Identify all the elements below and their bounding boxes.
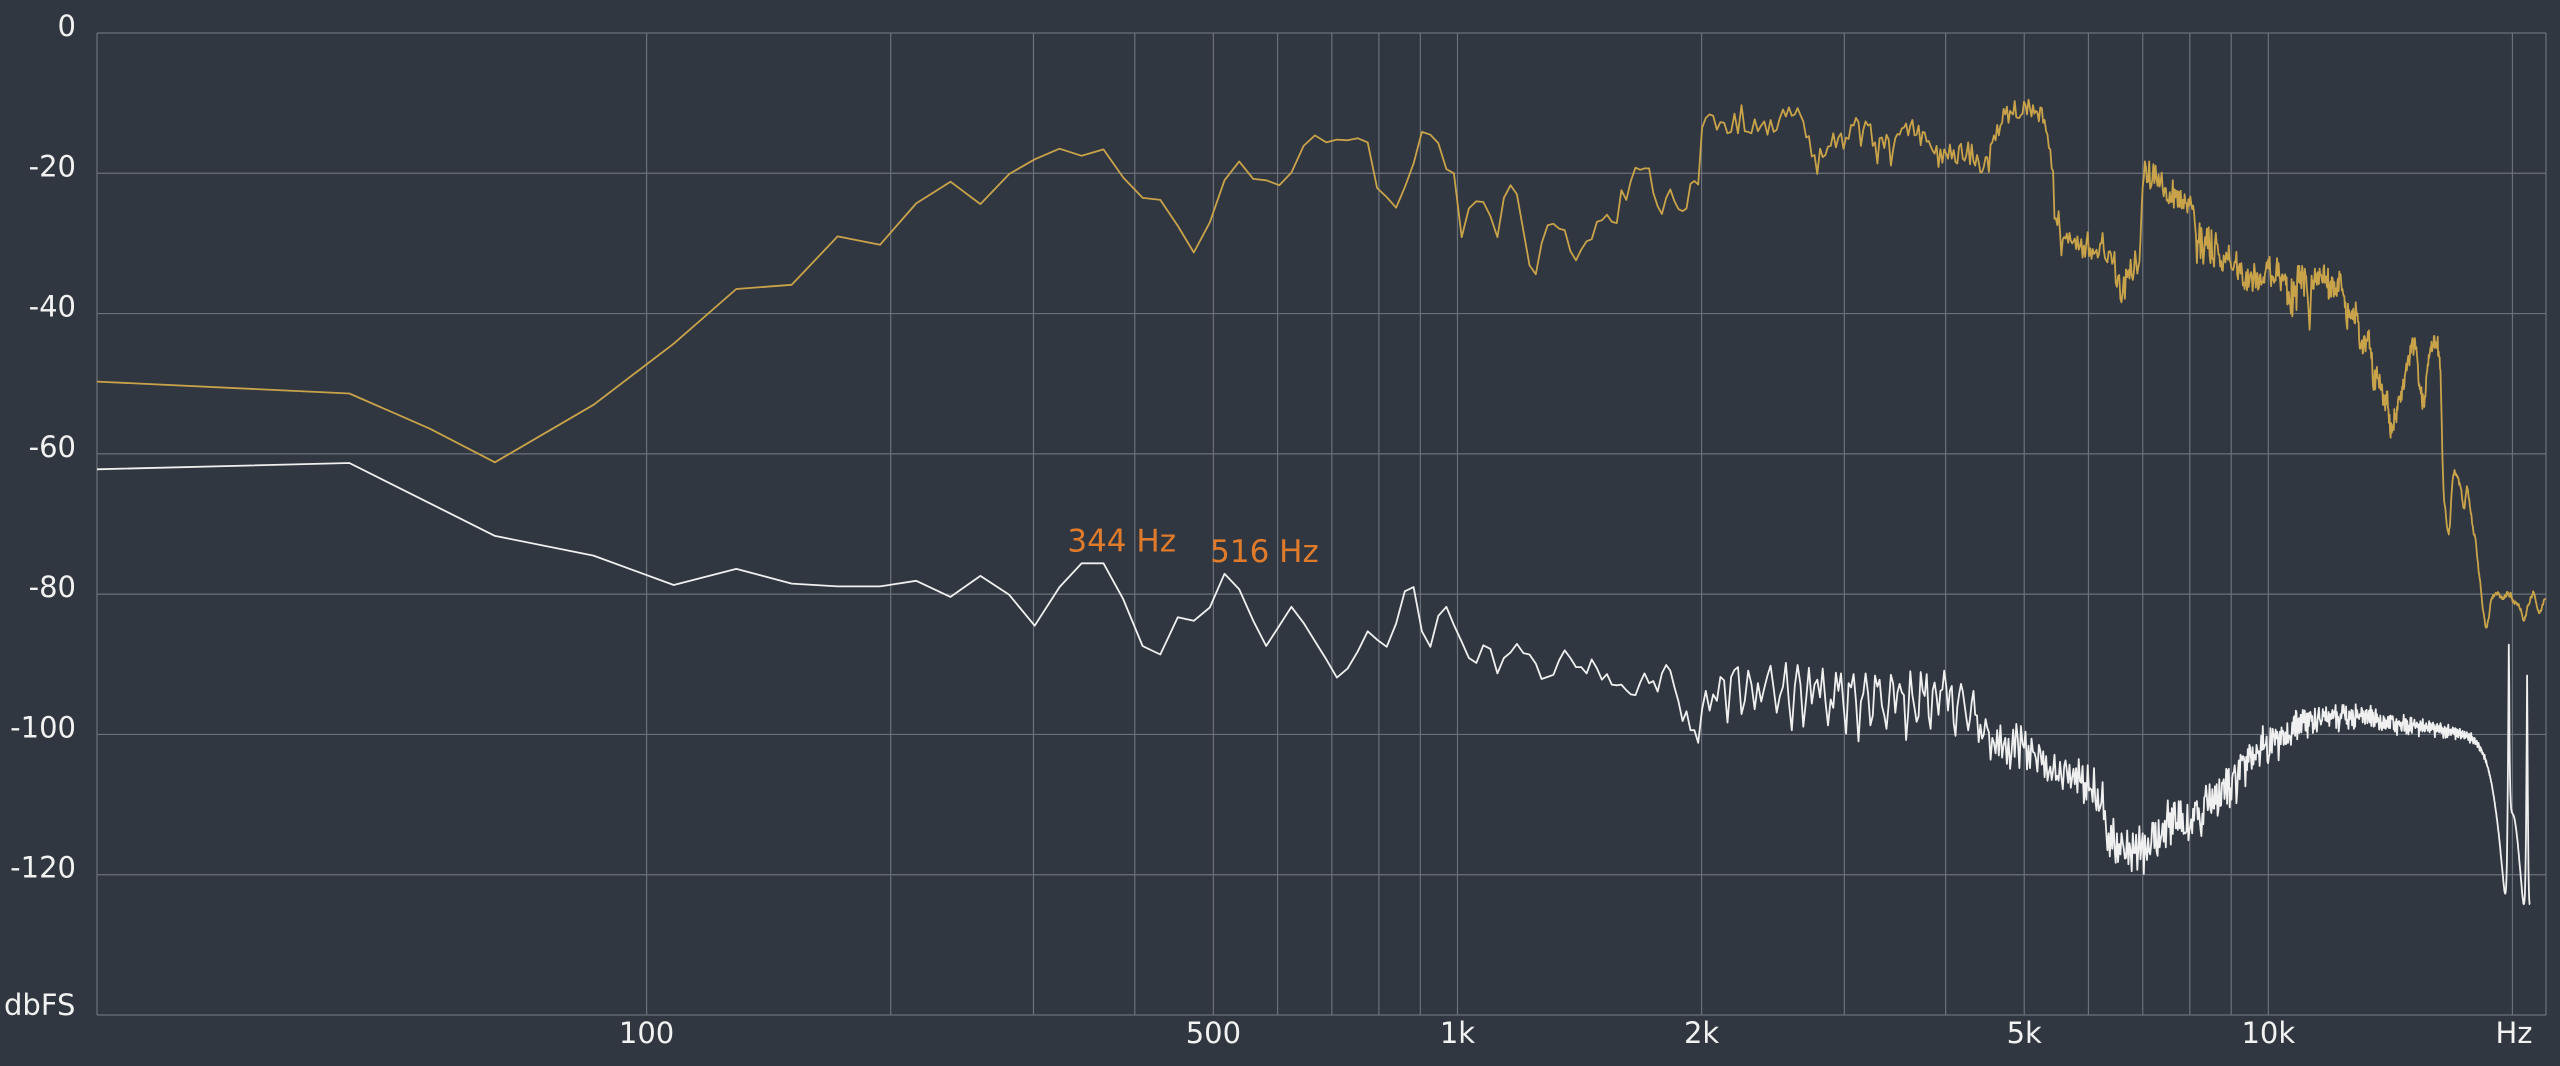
y-tick-label: 0 (58, 9, 76, 43)
y-tick-label: -40 (29, 290, 76, 324)
y-tick-labels: 0 -20 -40 -60 -80 -100 -120 (10, 9, 76, 885)
x-tick-label: 2k (1684, 1016, 1719, 1050)
y-gridlines (96, 32, 2547, 1016)
x-tick-label: 100 (619, 1016, 674, 1050)
peak-label: 516 Hz (1210, 534, 1319, 570)
x-tick-label: 1k (1440, 1016, 1475, 1050)
series-lines (96, 98, 2547, 906)
y-tick-label: -80 (29, 570, 76, 604)
peak-annotations: 344 Hz 516 Hz (1067, 523, 1318, 570)
y-tick-label: -120 (10, 851, 76, 885)
x-unit-label: Hz (2495, 1016, 2532, 1050)
y-tick-label: -100 (10, 710, 76, 744)
peak-label: 344 Hz (1067, 523, 1176, 559)
y-unit-label: dbFS (4, 988, 75, 1022)
x-tick-label: 5k (2007, 1016, 2042, 1050)
x-tick-label: 10k (2241, 1016, 2295, 1050)
x-tick-label: 500 (1186, 1016, 1241, 1050)
spectrum-line-white (96, 462, 2531, 906)
spectrum-line-gold (96, 98, 2547, 629)
x-tick-labels: 100 500 1k 2k 5k 10k (619, 1016, 2295, 1050)
y-tick-label: -20 (29, 149, 76, 183)
y-tick-label: -60 (29, 430, 76, 464)
